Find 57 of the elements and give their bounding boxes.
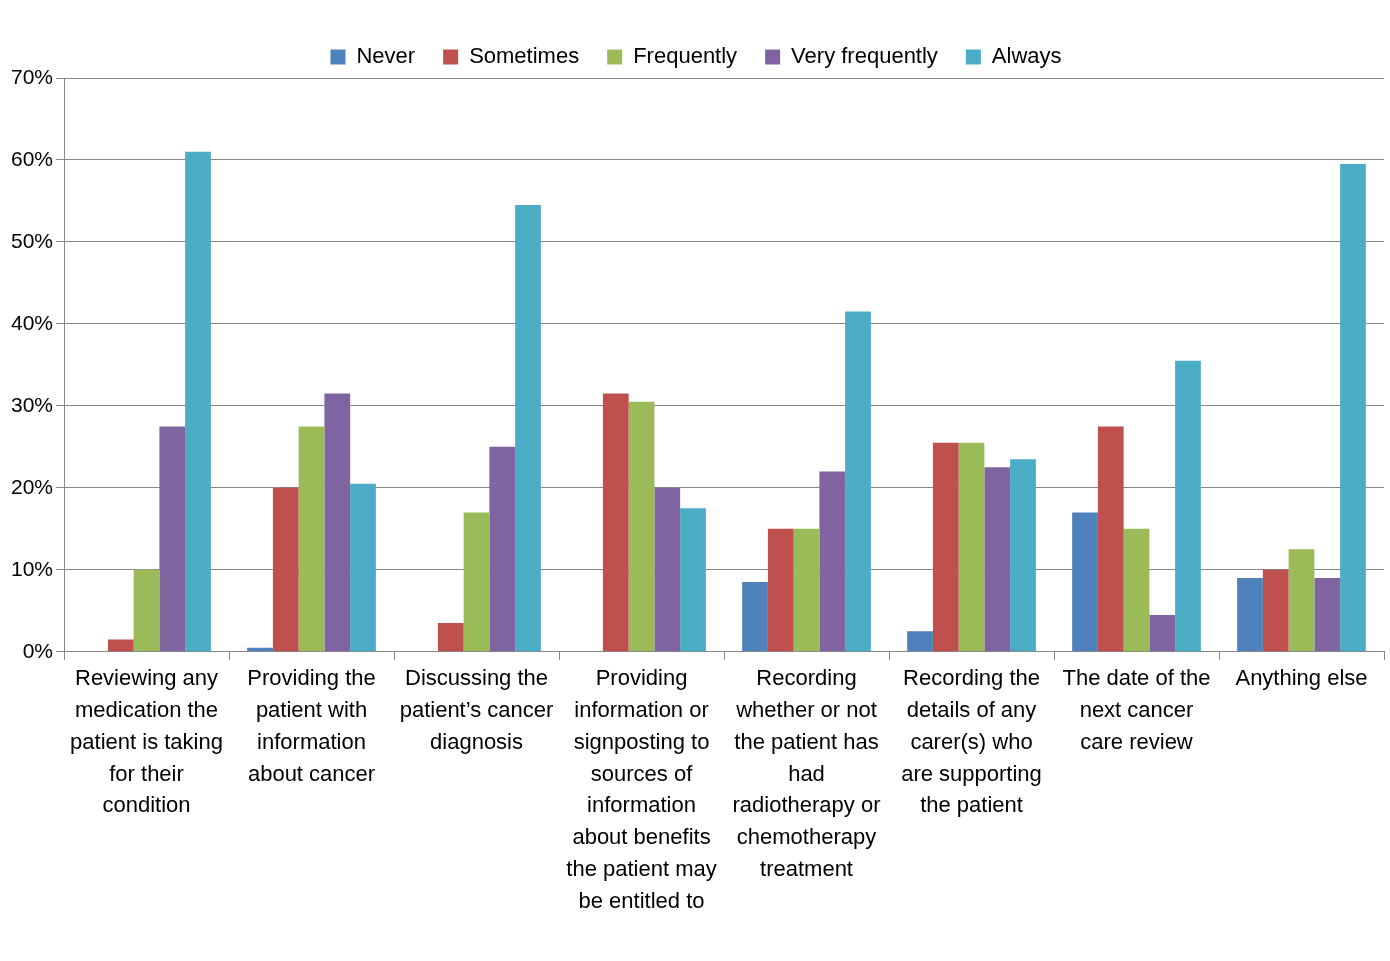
x-tick-label: Providing information or signposting to sources of information about benefits the patient may be entitled to [566,664,717,914]
bar [1010,459,1036,652]
bar [628,401,655,652]
legend-label: Always [991,43,1062,69]
bar [793,528,820,652]
x-tick-label: Recording the details of any carer(s) who are supporting the patient [901,664,1042,818]
bar [1123,528,1150,652]
legend-label: Sometimes [469,43,580,69]
bar [984,467,1011,652]
bar [515,205,541,652]
bar [1288,549,1315,652]
y-tick-label: 30% [11,392,54,416]
x-tick-label: Recording whether or not the patient has had radiotherapy or chemotherapy treatment [732,664,881,882]
bar [680,508,706,652]
x-tick-label: Discussing the patient’s cancer diagnosis [399,664,554,754]
bar [437,623,464,652]
y-tick-label: 20% [11,474,54,498]
bar [463,512,490,652]
bar [907,631,933,652]
bar [1097,426,1124,652]
bar [185,151,211,652]
y-tick-label: 40% [11,310,54,334]
x-tick-label: Reviewing any medication the patient is taking for their condition [70,664,223,818]
bar [272,487,299,652]
bar [958,442,985,652]
bar [1072,512,1098,652]
x-tick-label: The date of the next cancer care review [1062,664,1211,754]
bar [1175,360,1201,652]
y-tick-label: 70% [11,64,54,88]
legend-label: Frequently [633,43,738,69]
y-tick-label: 0% [22,638,54,662]
bar [159,426,186,652]
bar [107,639,134,652]
bar [845,311,871,652]
x-tick-label: Anything else [1235,664,1368,690]
bar [1340,164,1366,652]
bar [602,393,629,652]
bar [489,446,516,652]
bar [819,471,846,652]
bar [133,569,160,652]
legend-label: Never [356,43,416,69]
bar [932,442,959,652]
y-tick-label: 50% [11,228,54,252]
legend-label: Very frequently [791,43,938,69]
bar [742,582,768,652]
bar [1314,578,1341,652]
bar [324,393,351,652]
bar [350,483,376,652]
bar [1149,614,1176,652]
y-tick-label: 60% [11,146,54,170]
bar [1262,569,1289,652]
bar [298,426,325,652]
y-tick-label: 10% [11,556,54,580]
bar [654,487,681,652]
bar [767,528,794,652]
x-tick-label: Providing the patient with information about cancer [247,664,376,786]
bar [1237,578,1263,652]
